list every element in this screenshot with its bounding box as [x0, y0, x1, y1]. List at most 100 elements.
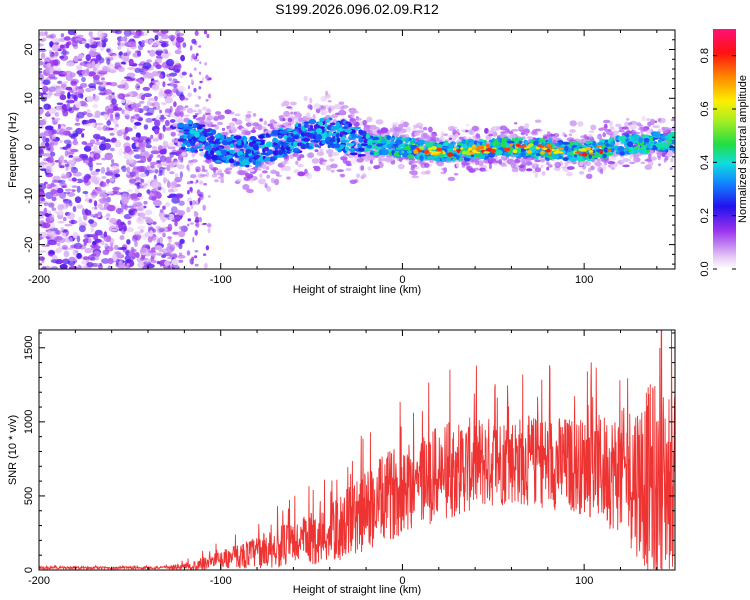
noise-blob [42, 37, 47, 42]
noise-blob [197, 95, 201, 99]
noise-blob [88, 50, 96, 57]
track-core-blob [336, 137, 341, 143]
noise-blob [76, 204, 84, 209]
track-core-blob [307, 130, 315, 133]
noise-blob [164, 127, 173, 131]
noise-blob [172, 231, 179, 235]
track-halo-blob [369, 159, 373, 165]
noise-blob [131, 235, 138, 242]
colorbar-tick-label: 0.6 [699, 101, 711, 116]
track-halo-blob [213, 115, 220, 122]
track-core-blob [419, 155, 424, 161]
track-core-blob [517, 137, 524, 141]
track-halo-blob [330, 163, 338, 169]
track-halo-blob [412, 127, 417, 132]
track-core-blob [633, 146, 640, 150]
noise-blob [159, 116, 167, 120]
noise-blob [156, 191, 162, 200]
track-core-blob [643, 138, 650, 142]
track-core-blob [321, 140, 326, 145]
noise-blob [86, 62, 91, 71]
noise-blob [145, 244, 151, 249]
track-halo-blob [641, 115, 646, 122]
noise-blob [187, 190, 190, 195]
track-halo-blob [234, 119, 243, 125]
noise-blob [193, 109, 197, 113]
noise-blob [162, 48, 168, 54]
track-core-blob [245, 148, 252, 154]
track-halo-blob [451, 126, 458, 130]
noise-blob [39, 250, 47, 253]
noise-blob [138, 41, 142, 45]
track-halo-blob [248, 169, 255, 172]
track-halo-blob [331, 114, 339, 119]
track-halo-blob [488, 163, 492, 170]
track-halo-blob [636, 122, 642, 127]
noise-blob [85, 142, 94, 148]
noise-blob [204, 62, 208, 66]
noise-blob [50, 241, 58, 246]
track-halo-blob [327, 100, 332, 103]
track-core-blob [228, 158, 235, 164]
noise-blob [67, 147, 72, 151]
noise-blob [137, 192, 143, 198]
noise-blob [43, 202, 49, 207]
noise-blob [45, 165, 52, 174]
noise-blob [95, 122, 104, 126]
noise-blob [196, 222, 200, 228]
noise-blob [159, 209, 164, 213]
noise-blob [167, 223, 173, 231]
track-core-blob [315, 134, 323, 141]
noise-blob [65, 188, 72, 192]
track-halo-blob [465, 123, 470, 127]
track-core-blob [250, 154, 254, 158]
noise-blob [95, 168, 101, 172]
noise-blob [162, 124, 166, 132]
noise-blob [120, 211, 124, 216]
track-core-blob [570, 147, 575, 151]
track-peak-blob [578, 153, 582, 157]
noise-blob [199, 61, 202, 65]
noise-blob [158, 228, 165, 233]
noise-blob [92, 94, 100, 102]
noise-blob [133, 201, 138, 205]
track-core-blob [629, 151, 635, 154]
track-halo-blob [568, 133, 573, 137]
track-core-blob [668, 140, 673, 144]
noise-blob [193, 67, 197, 71]
track-core-blob [350, 133, 357, 138]
track-halo-blob [295, 160, 299, 165]
track-core-blob [570, 151, 574, 156]
noise-blob [121, 94, 131, 98]
track-halo-blob [266, 185, 272, 192]
track-halo-blob [243, 176, 251, 182]
noise-blob [50, 141, 55, 147]
track-halo-blob [242, 184, 250, 191]
track-halo-blob [311, 158, 320, 164]
track-core-blob [327, 144, 331, 149]
track-halo-blob [282, 161, 287, 166]
noise-blob [72, 231, 79, 239]
track-halo-blob [259, 173, 263, 178]
noise-blob [143, 258, 151, 263]
noise-blob [124, 259, 132, 263]
noise-blob [95, 54, 102, 61]
track-core-blob [210, 143, 215, 147]
track-core-blob [184, 123, 188, 127]
track-peak-blob [537, 145, 545, 148]
track-halo-blob [521, 158, 529, 162]
noise-blob [152, 146, 158, 151]
noise-blob [54, 51, 59, 57]
noise-blob [68, 155, 74, 158]
noise-blob [154, 169, 159, 174]
track-halo-blob [272, 123, 278, 128]
noise-blob [57, 123, 61, 129]
track-halo-blob [607, 161, 616, 165]
noise-blob [120, 246, 127, 251]
track-halo-blob [597, 166, 603, 173]
track-core-blob [315, 128, 323, 134]
noise-blob [51, 44, 59, 52]
noise-blob [74, 122, 81, 126]
noise-blob [76, 34, 84, 38]
